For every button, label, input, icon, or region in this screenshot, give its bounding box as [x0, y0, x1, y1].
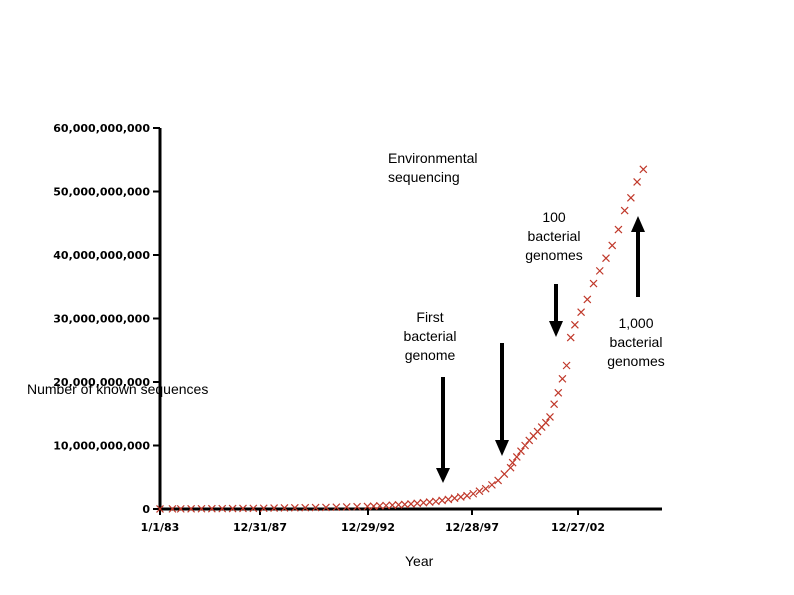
data-point [512, 453, 521, 461]
data-point [558, 374, 567, 383]
annotation-environmental-sequencing: Environmental sequencing [388, 150, 478, 185]
data-point [342, 503, 351, 511]
y-tick-label: 10,000,000,000 [53, 440, 150, 453]
data-point [450, 494, 459, 503]
x-tick-label: 12/28/97 [445, 521, 499, 534]
annotation-1000-bacterial-genomes: 1,000 bacterial genomes [607, 315, 665, 369]
data-point [517, 447, 525, 456]
x-tick-label: 12/31/87 [233, 521, 287, 534]
data-point [394, 500, 403, 509]
data-point [369, 502, 378, 511]
arrow-first-bacterial-genome [436, 377, 450, 483]
data-point [322, 503, 330, 512]
data-point [176, 504, 185, 513]
data-point [633, 178, 642, 186]
data-point [475, 487, 484, 496]
data-point [550, 400, 559, 409]
data-point [541, 418, 550, 427]
data-point [589, 279, 598, 288]
data-point [481, 484, 490, 493]
y-tick-label: 20,000,000,000 [53, 376, 150, 389]
data-point [566, 333, 575, 342]
data-point [583, 295, 592, 304]
x-axis-label: Year [405, 553, 434, 569]
data-point [388, 501, 397, 510]
data-point [228, 504, 237, 513]
data-point [444, 495, 453, 504]
data-point [506, 463, 515, 472]
data-point [546, 413, 554, 421]
data-markers [156, 165, 648, 513]
y-tick-label: 30,000,000,000 [53, 313, 150, 326]
y-axis-label: Number of known sequences [27, 381, 209, 397]
data-point [626, 193, 635, 202]
y-tick-label: 0 [142, 503, 150, 516]
data-point [595, 266, 604, 275]
data-point [207, 504, 216, 513]
ticks: 0 10,000,000,000 20,000,000,000 30,000,000,… [53, 122, 605, 534]
data-point [311, 503, 320, 512]
data-point [218, 504, 227, 513]
data-point [469, 489, 478, 498]
data-point [382, 501, 391, 510]
y-tick-label: 60,000,000,000 [53, 122, 150, 135]
data-point [239, 504, 247, 513]
data-point [270, 504, 279, 513]
x-tick-label: 12/29/92 [341, 521, 395, 534]
data-point [400, 500, 409, 509]
x-tick-label: 12/27/02 [551, 521, 605, 534]
data-point [413, 499, 422, 508]
arrow-1000-bacterial-genomes [631, 216, 645, 297]
data-point [332, 503, 341, 512]
data-point [156, 505, 164, 513]
data-point [249, 504, 258, 513]
data-point [290, 503, 299, 512]
data-point [562, 361, 571, 370]
arrow-100-bacterial-genomes [549, 284, 563, 337]
annotation-100-bacterial-genomes: 100 bacterial genomes [525, 209, 583, 263]
data-point [487, 480, 496, 489]
annotation-first-bacterial-genome: First bacterial genome [403, 309, 457, 363]
data-point [602, 254, 610, 263]
data-point [577, 308, 586, 317]
data-point [570, 320, 579, 329]
data-point [259, 504, 268, 513]
data-point [494, 476, 503, 485]
data-point [425, 498, 434, 506]
y-tick-label: 50,000,000,000 [53, 186, 150, 199]
data-point [614, 225, 623, 234]
data-point [608, 241, 617, 250]
data-point [463, 491, 471, 500]
annotation-arrows [436, 216, 645, 483]
data-point [168, 504, 177, 513]
data-point [197, 504, 206, 513]
data-point [639, 165, 648, 174]
arrow-first-bacterial-genome-b [495, 343, 509, 456]
data-point [554, 388, 563, 397]
data-point [419, 498, 428, 507]
data-point [363, 502, 372, 511]
x-tick-label: 1/1/83 [141, 521, 180, 534]
data-point [508, 458, 517, 467]
data-point [431, 497, 440, 506]
data-point [375, 501, 384, 510]
data-point [500, 470, 509, 478]
data-point [187, 504, 196, 513]
data-point [521, 441, 530, 450]
y-tick-label: 40,000,000,000 [53, 249, 150, 262]
data-point [280, 504, 289, 512]
data-point [456, 493, 465, 501]
data-point [353, 502, 361, 511]
data-point [407, 499, 415, 508]
data-point [620, 206, 629, 215]
data-point [301, 503, 310, 512]
data-point [438, 496, 447, 505]
